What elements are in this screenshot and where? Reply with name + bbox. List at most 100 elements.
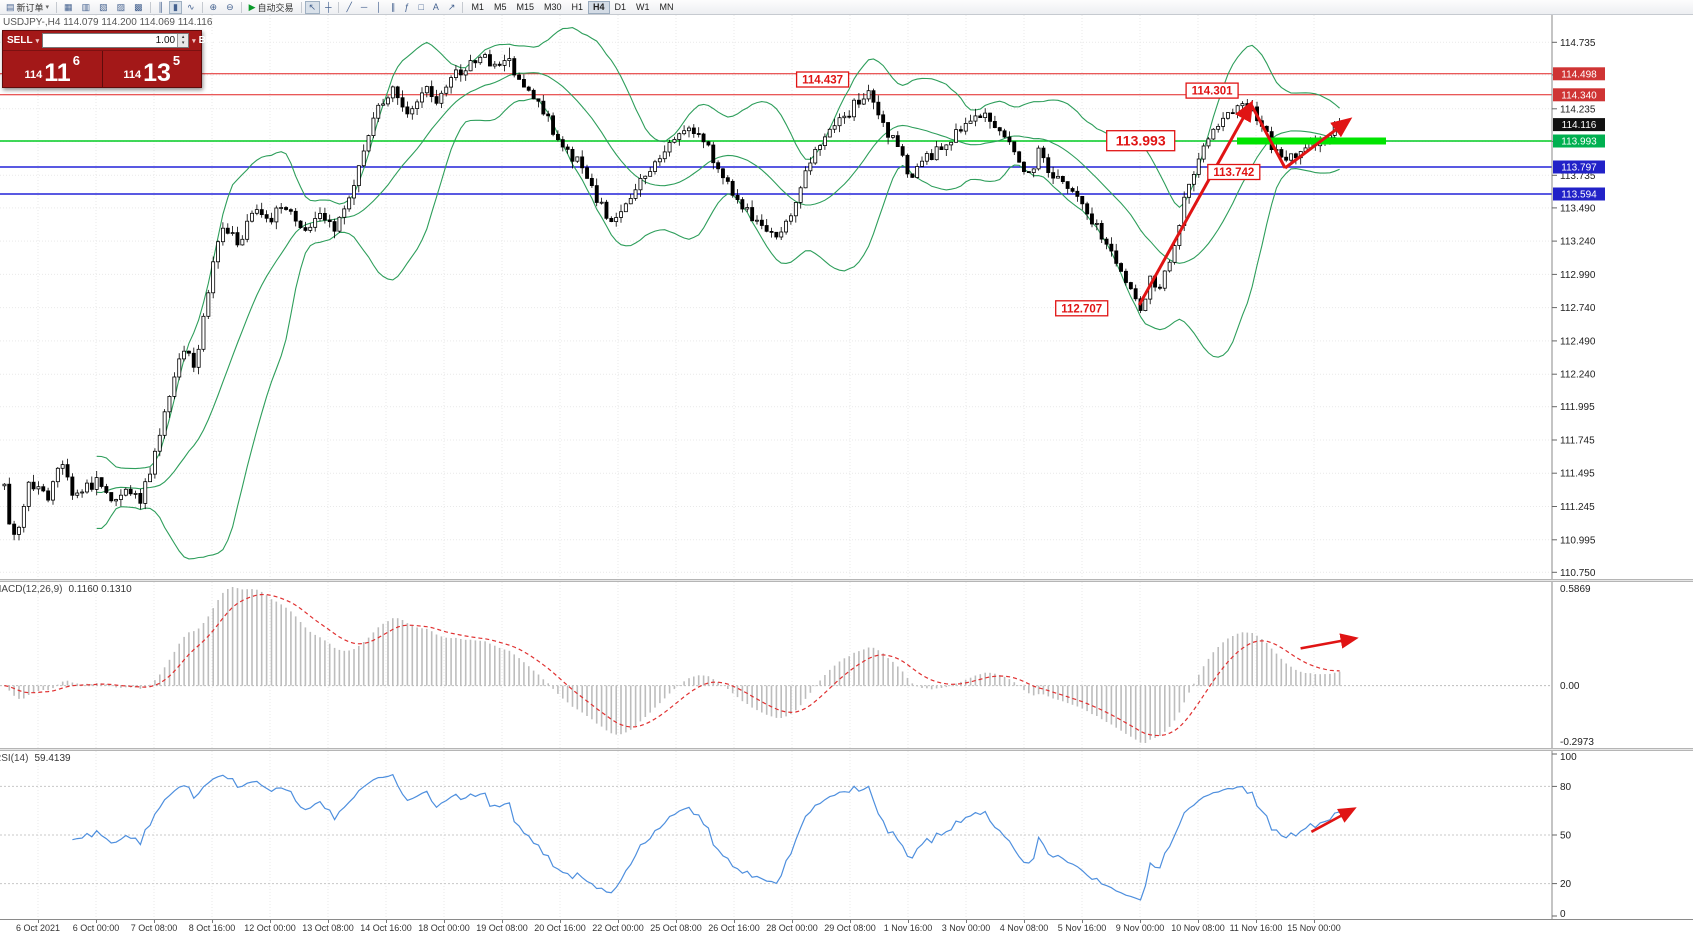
time-label: 1 Nov 16:00: [883, 923, 933, 933]
rsi-chart[interactable]: 100 80 50 20 0: [0, 751, 1693, 919]
svg-text:112.740: 112.740: [1560, 303, 1596, 314]
lot-increase-button[interactable]: ▴: [178, 34, 189, 41]
timeframe-w1-button[interactable]: W1: [631, 1, 655, 14]
svg-text:113.735: 113.735: [1560, 171, 1596, 182]
timeframe-h4-button[interactable]: H4: [588, 0, 610, 14]
svg-text:80: 80: [1560, 782, 1572, 793]
candlestick-chart-button[interactable]: ▮: [169, 0, 182, 14]
time-tick: [560, 920, 561, 923]
zoom-out-icon: ⊖: [226, 1, 234, 12]
time-label: 20 Oct 16:00: [534, 923, 586, 933]
sell-price-sup: 6: [72, 53, 80, 68]
svg-text:114.735: 114.735: [1560, 38, 1596, 49]
panel-separator[interactable]: [0, 579, 1693, 582]
autotrade-label: 自动交易: [257, 2, 294, 13]
toolbar-separator: [300, 1, 302, 13]
buy-label: BUY: [198, 35, 220, 46]
buy-price-prefix: 114: [123, 69, 142, 81]
svg-text:113.797: 113.797: [1561, 163, 1597, 174]
svg-text:114.498: 114.498: [1561, 69, 1597, 80]
timeframe-m30-button[interactable]: M30: [539, 1, 567, 14]
timeframe-m15-button[interactable]: M15: [511, 1, 539, 14]
time-label: 3 Nov 00:00: [941, 923, 991, 933]
svg-text:-0.2973: -0.2973: [1560, 737, 1594, 748]
time-tick: [676, 920, 677, 923]
vertical-line-button[interactable]: │: [372, 1, 386, 14]
lot-size-input[interactable]: [43, 34, 178, 47]
channel-button[interactable]: ∥: [387, 1, 400, 14]
time-label: 22 Oct 00:00: [592, 923, 644, 933]
time-tick: [792, 920, 793, 923]
timeframe-m5-button[interactable]: M5: [489, 1, 512, 14]
toolbar-separator: [240, 1, 242, 13]
svg-text:50: 50: [1560, 831, 1572, 842]
timeframe-h1-button[interactable]: H1: [567, 1, 589, 14]
data-window-icon: ▥: [81, 1, 91, 12]
shapes-icon: □: [418, 1, 424, 12]
navigator-icon: ▧: [99, 1, 108, 12]
zoom-in-button[interactable]: ⊕: [206, 1, 222, 14]
time-label: 25 Oct 08:00: [650, 923, 702, 933]
svg-text:112.990: 112.990: [1560, 270, 1596, 281]
cursor-button[interactable]: ↖: [304, 0, 321, 14]
strategy-tester-button[interactable]: ▩: [130, 1, 147, 14]
new-order-button[interactable]: ▤ 新订单 ▾: [2, 1, 53, 14]
zoom-out-button[interactable]: ⊖: [222, 1, 238, 14]
market-watch-button[interactable]: ▦: [60, 1, 77, 14]
time-label: 12 Oct 00:00: [244, 923, 296, 933]
svg-text:100: 100: [1560, 752, 1577, 763]
toolbar-separator: [462, 1, 464, 13]
time-tick: [1140, 920, 1141, 923]
svg-text:114.116: 114.116: [1562, 120, 1597, 131]
text-tool-icon: A: [432, 1, 439, 12]
time-label: 26 Oct 16:00: [708, 923, 760, 933]
svg-text:0: 0: [1560, 909, 1566, 919]
panel-separator[interactable]: [0, 748, 1693, 751]
crosshair-icon: ┼: [325, 1, 332, 12]
main-toolbar: ▤ 新订单 ▾ ▦ ▥ ▧ ▨ ▩ ║ ▮ ∿ ⊕ ⊖ ▶ 自动交易 ↖ ┼ ╱…: [0, 0, 1693, 15]
time-label: 7 Oct 08:00: [130, 923, 178, 933]
time-tick: [270, 920, 271, 923]
lot-decrease-button[interactable]: ▾: [178, 40, 189, 47]
text-tool-button[interactable]: A: [429, 1, 443, 14]
trendline-button[interactable]: ╱: [342, 1, 355, 14]
sell-label: SELL: [7, 35, 33, 46]
svg-text:114.301: 114.301: [1192, 86, 1234, 98]
autotrade-button[interactable]: ▶ 自动交易: [245, 1, 298, 14]
trendline-icon: ╱: [346, 1, 352, 12]
arrows-tool-button[interactable]: ↗: [444, 1, 460, 14]
time-label: 19 Oct 08:00: [476, 923, 528, 933]
chevron-down-icon[interactable]: ▾: [192, 37, 196, 45]
market-watch-icon: ▦: [64, 1, 73, 12]
line-chart-button[interactable]: ∿: [183, 1, 199, 14]
fibonacci-button[interactable]: ƒ: [400, 1, 413, 14]
timeframe-mn-button[interactable]: MN: [655, 1, 679, 14]
bars-chart-button[interactable]: ║: [154, 1, 168, 14]
timeframe-m1-button[interactable]: M1: [466, 1, 489, 14]
crosshair-button[interactable]: ┼: [321, 1, 335, 14]
time-tick: [618, 920, 619, 923]
buy-button[interactable]: 114 13 5: [102, 51, 201, 87]
timeframe-toolbar: M1 M5 M15 M30 H1 H4 D1 W1 MN: [466, 0, 679, 14]
svg-text:113.993: 113.993: [1561, 137, 1597, 148]
candlestick-chart[interactable]: 114.735114.490114.235113.990113.735113.4…: [0, 15, 1693, 579]
shapes-button[interactable]: □: [414, 1, 427, 14]
time-axis[interactable]: 6 Oct 2021 6 Oct 00:00 7 Oct 08:00 8 Oct 16…: [0, 919, 1693, 934]
toolbar-separator: [201, 1, 203, 13]
macd-chart[interactable]: 0.5869 0.00 -0.2973: [0, 582, 1693, 748]
trade-widget-price-row: 114 11 6 114 13 5: [3, 50, 201, 87]
horizontal-line-button[interactable]: ─: [357, 1, 371, 14]
svg-text:110.995: 110.995: [1560, 535, 1596, 546]
navigator-button[interactable]: ▧: [95, 1, 112, 14]
new-order-icon: ▤: [6, 1, 15, 12]
svg-text:111.995: 111.995: [1560, 402, 1595, 413]
terminal-button[interactable]: ▨: [113, 1, 130, 14]
chevron-down-icon[interactable]: ▾: [35, 37, 40, 45]
svg-text:0.00: 0.00: [1560, 681, 1580, 692]
sell-button[interactable]: 114 11 6: [3, 51, 103, 87]
svg-text:110.750: 110.750: [1560, 568, 1596, 579]
timeframe-d1-button[interactable]: D1: [610, 1, 632, 14]
time-label: 13 Oct 08:00: [302, 923, 354, 933]
time-tick: [38, 920, 39, 923]
data-window-button[interactable]: ▥: [78, 1, 95, 14]
